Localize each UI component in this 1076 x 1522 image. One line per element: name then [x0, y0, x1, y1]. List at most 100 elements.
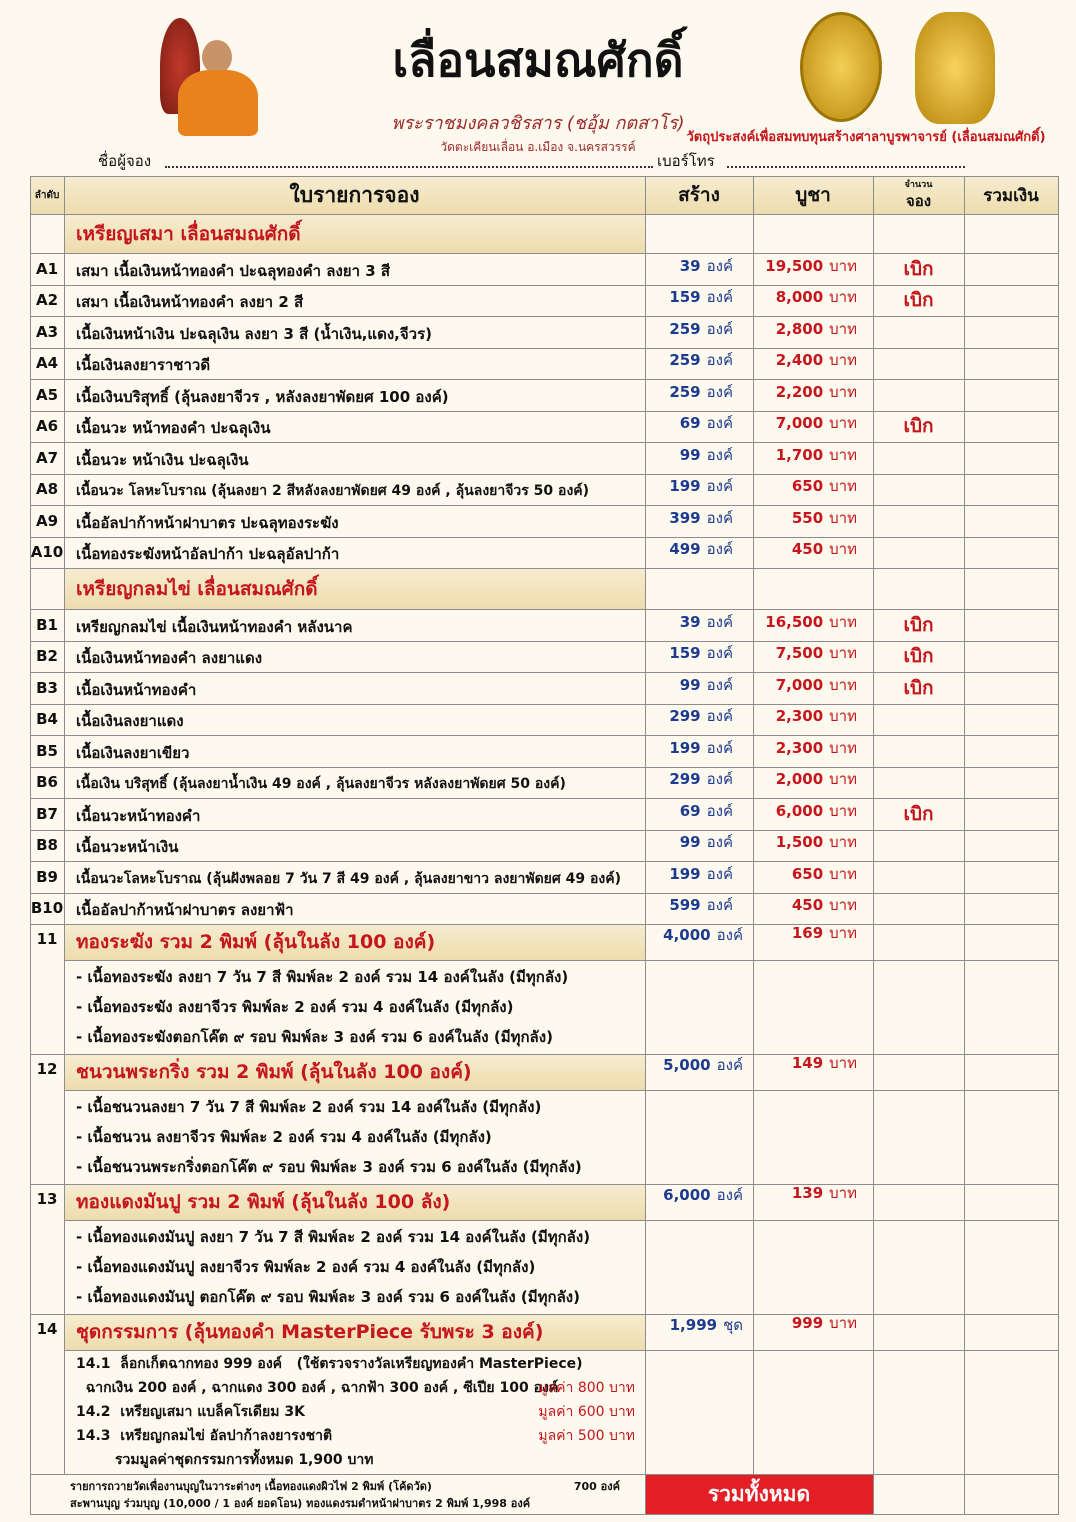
set-detail: - เนื้อทองแดงมันปู ลงยาจีวร พิมพ์ละ 2 อง… [76, 1258, 536, 1276]
item-name: เนื้อเงินลงยาราชาวดี [76, 356, 211, 375]
row-cell [873, 505, 965, 538]
row-cell [964, 473, 1059, 506]
item-name: เหรียญกลมไข่ เนื้อเงินหน้าทองคำ หลังนาค [76, 617, 353, 636]
set-detail: 14.3 เหรียญกลมไข่ อัลปาก้าลงยารงชาติ [76, 1428, 333, 1444]
item-qty: 399 องค์ [645, 502, 733, 534]
set-detail-cell [873, 1350, 965, 1475]
set-cell [964, 1314, 1059, 1351]
item-qty: 69 องค์ [645, 795, 733, 827]
item-price: 7,500 บาท [753, 638, 857, 670]
set-qty: 1,999 ชุด [645, 1310, 743, 1340]
item-qty: 99 องค์ [645, 669, 733, 701]
item-price-unit: บาท [829, 896, 857, 915]
item-qty-unit: องค์ [706, 612, 733, 631]
item-name: เนื้อเงินหน้าเงิน ปะฉลุเงิน ลงยา 3 สี (น… [76, 324, 432, 343]
item-qty-value: 99 [679, 675, 701, 694]
set-title: ทองแดงมันปู รวม 2 พิมพ์ (ลุ้นในลัง 100 ล… [76, 1191, 451, 1213]
item-price: 2,000 บาท [753, 764, 857, 796]
set-qty: 5,000 องค์ [645, 1050, 743, 1080]
item-qty-value: 299 [669, 707, 701, 726]
item-price: 19,500 บาท [753, 250, 857, 282]
item-price-value: 1,500 [775, 833, 824, 852]
row-cell [964, 798, 1059, 831]
item-qty-unit: องค์ [706, 382, 733, 401]
item-qty-value: 259 [669, 319, 701, 338]
set-qty-unit: ชุด [723, 1316, 743, 1334]
item-qty: 159 องค์ [645, 638, 733, 670]
purpose: วัตถุประสงค์เพื่อสมทบทุนสร้างศาลาบูรพาจา… [686, 129, 1046, 145]
set-detail: รวมมูลค่าชุดกรรมการทั้งหมด 1,900 บาท [76, 1452, 374, 1468]
item-code: B5 [36, 741, 58, 760]
empty-cell [964, 214, 1059, 254]
set-qty-unit: องค์ [716, 1056, 743, 1074]
col-order: จอง [905, 192, 932, 210]
item-qty-unit: องค์ [706, 675, 733, 694]
item-qty-value: 39 [679, 256, 701, 275]
header-cell [645, 176, 754, 215]
item-code: A10 [30, 543, 64, 562]
item-price-unit: บาท [829, 833, 857, 852]
set-detail: - เนื้อชนวนลงยา 7 วัน 7 สี พิมพ์ละ 2 องค… [76, 1098, 542, 1116]
item-price-value: 19,500 [765, 256, 824, 275]
row-cell [964, 829, 1059, 862]
set-detail: ฉากเงิน 200 องค์ , ฉากแดง 300 องค์ , ฉาก… [76, 1380, 559, 1396]
set-detail: 14.2 เหรียญเสมา แบล็คโรเดียม 3K [76, 1404, 305, 1420]
row-cell [873, 473, 965, 506]
item-price-unit: บาท [829, 508, 857, 527]
set-price: 169 บาท [753, 918, 857, 948]
item-name: เนื้อเงินหน้าทองคำ ลงยาแดง [76, 649, 263, 668]
item-price: 8,000 บาท [753, 282, 857, 314]
set-qty-value: 4,000 [663, 926, 711, 944]
name-field: ชื่อผู้จอง [98, 152, 152, 170]
item-qty-value: 259 [669, 382, 701, 401]
item-name: เนื้อนวะ หน้าทองคำ ปะฉลุเงิน [76, 419, 271, 438]
header-cell [964, 176, 1059, 215]
item-price-value: 16,500 [765, 612, 824, 631]
item-qty-unit: องค์ [706, 445, 733, 464]
item-qty-unit: องค์ [706, 738, 733, 757]
item-price-unit: บาท [829, 612, 857, 631]
set-detail-cell [645, 960, 754, 1055]
item-price-unit: บาท [829, 644, 857, 663]
total-sum-cell [964, 1474, 1059, 1515]
item-qty-value: 69 [679, 414, 701, 433]
set-detail-cell [753, 1350, 874, 1475]
row-cell [873, 861, 965, 894]
item-price-unit: บาท [829, 382, 857, 401]
row-cell [964, 253, 1059, 286]
item-price-value: 450 [791, 896, 824, 915]
item-note: เบิก [903, 645, 934, 668]
item-price: 2,800 บาท [753, 313, 857, 345]
item-qty: 199 องค์ [645, 732, 733, 764]
item-price-unit: บาท [829, 801, 857, 820]
item-price-unit: บาท [829, 414, 857, 433]
item-qty-value: 399 [669, 508, 701, 527]
phone-line [727, 166, 965, 168]
item-qty: 259 องค์ [645, 313, 733, 345]
total-cell [645, 1474, 874, 1515]
item-price-value: 1,700 [775, 445, 824, 464]
item-code: B10 [30, 899, 64, 918]
item-price-unit: บาท [829, 738, 857, 757]
set-detail-value: มูลค่า 600 บาท [538, 1404, 635, 1420]
item-qty: 39 องค์ [645, 250, 733, 282]
amulet-medal [915, 12, 995, 124]
empty-cell [753, 214, 874, 254]
item-qty-unit: องค์ [706, 319, 733, 338]
empty-cell [645, 568, 754, 610]
empty-cell [873, 214, 965, 254]
item-name: เนื้อทองระฆังหน้าอัลปาก้า ปะฉลุอัลปาก้า [76, 545, 340, 564]
set-detail: - เนื้อชนวนพระกริ่งตอกโค๊ต ๙ รอบ พิมพ์ละ… [76, 1158, 582, 1176]
item-code: B7 [36, 804, 58, 823]
set-cell [964, 924, 1059, 961]
row-cell [964, 892, 1059, 925]
item-price-unit: บาท [829, 707, 857, 726]
set-detail: - เนื้อทองระฆังตอกโค๊ต ๙ รอบ พิมพ์ละ 3 อ… [76, 1028, 553, 1046]
monk-image [170, 40, 265, 140]
name-line [165, 166, 653, 168]
item-code: B8 [36, 836, 58, 855]
set-price: 149 บาท [753, 1048, 857, 1078]
row-cell [964, 379, 1059, 412]
footer-amount: 700 องค์ [573, 1479, 620, 1493]
row-cell [873, 892, 965, 925]
